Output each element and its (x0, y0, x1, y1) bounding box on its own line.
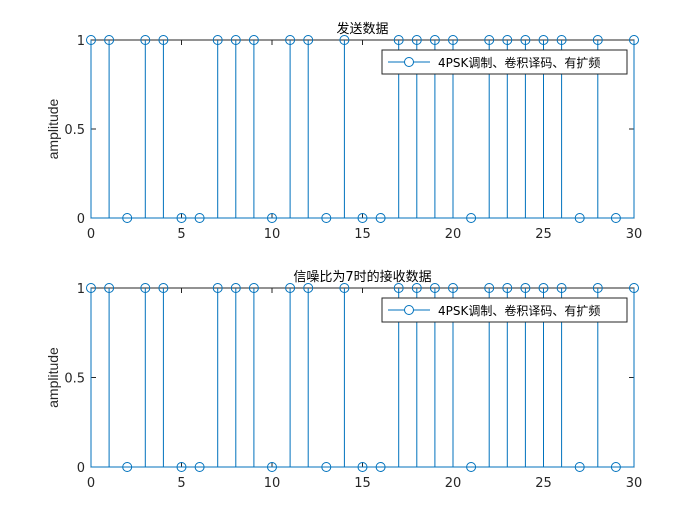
stem-marker (267, 213, 277, 223)
stem-marker (466, 213, 477, 223)
y-tick-label: 0 (77, 461, 85, 476)
stem-marker (303, 283, 314, 293)
stem-marker (248, 283, 259, 293)
x-tick-label: 25 (535, 227, 552, 242)
subplot-title: 发送数据 (336, 21, 388, 37)
stem-marker (538, 283, 549, 293)
stem-marker (556, 283, 567, 293)
y-tick-label: 0.5 (64, 372, 85, 387)
stem-marker (357, 462, 368, 472)
legend-label: 4PSK调制、卷积译码、有扩频 (438, 303, 600, 318)
x-tick-label: 20 (445, 227, 462, 242)
y-axis-label: amplitude (45, 347, 61, 408)
subplot-title: 信噪比为7时的接收数据 (293, 269, 431, 285)
stem-marker (520, 283, 531, 293)
stem-marker (176, 213, 187, 223)
x-tick-label: 0 (87, 227, 95, 242)
stem-marker (484, 35, 495, 45)
x-tick-label: 10 (264, 227, 281, 242)
stem-marker (230, 35, 241, 45)
subplot-1: 0 5 10 15 20 25 30 0 0.5 1 发送数据 amplitude 4PSK调制、卷积译… (45, 21, 642, 242)
x-tick-label: 5 (177, 227, 185, 242)
stem-marker (466, 462, 477, 472)
stem-marker (411, 283, 422, 293)
legend-label: 4PSK调制、卷积译码、有扩频 (438, 55, 600, 70)
stem-marker (212, 283, 223, 293)
stem-marker (212, 35, 223, 45)
y-tick-label: 1 (77, 34, 85, 49)
stem-marker (502, 283, 513, 293)
stem-marker (393, 35, 404, 45)
stem-marker (448, 35, 458, 45)
y-axis-label: amplitude (45, 98, 61, 159)
stem-marker (339, 35, 350, 45)
x-tick-label: 20 (445, 476, 462, 491)
stem-marker (610, 213, 621, 223)
x-tick-label: 0 (87, 476, 95, 491)
subplot-2: 0 5 10 15 20 25 30 0 0.5 1 信噪比为7时的接收数据 amplitude 4PS… (45, 269, 642, 491)
stem-marker (393, 283, 404, 293)
stem-marker (158, 35, 169, 45)
stem-marker (104, 35, 115, 45)
stem-marker (267, 462, 277, 472)
stem-marker (556, 35, 567, 45)
stem-marker (158, 283, 169, 293)
legend: 4PSK调制、卷积译码、有扩频 (381, 297, 628, 323)
stem-marker (140, 35, 151, 45)
x-tick-label: 25 (535, 476, 552, 491)
x-tick-label: 30 (626, 476, 643, 491)
stem-marker (140, 283, 151, 293)
stem-marker (86, 283, 96, 293)
x-tick-label: 5 (177, 476, 185, 491)
y-tick-label: 0.5 (64, 123, 85, 138)
stem-marker (629, 35, 639, 45)
stem-marker (592, 283, 603, 293)
x-tick-label: 15 (354, 476, 371, 491)
stem-marker (321, 213, 332, 223)
stem-marker (411, 35, 422, 45)
stem-marker (122, 462, 133, 472)
legend: 4PSK调制、卷积译码、有扩频 (381, 49, 628, 75)
stem-marker (520, 35, 531, 45)
stem-marker (194, 462, 205, 472)
stem-marker (86, 35, 96, 45)
x-tick-label: 15 (354, 227, 371, 242)
stem-marker (484, 283, 495, 293)
stem-marker (448, 283, 458, 293)
stem-marker (122, 213, 133, 223)
stem-marker (104, 283, 115, 293)
x-tick-label: 10 (264, 476, 281, 491)
stem-marker (592, 35, 603, 45)
stem-marker (176, 462, 187, 472)
stem-marker (357, 213, 368, 223)
stem-marker (339, 283, 350, 293)
stem-marker (303, 35, 314, 45)
stem-marker (502, 35, 513, 45)
stem-marker (375, 462, 386, 472)
stem-marker (574, 213, 585, 223)
legend-marker (404, 57, 414, 67)
stem-marker (285, 35, 296, 45)
stem-marker (248, 35, 259, 45)
stem-marker (610, 462, 621, 472)
stem-marker (194, 213, 205, 223)
stem-marker (375, 213, 386, 223)
stem-marker (538, 35, 549, 45)
y-tick-label: 1 (77, 282, 85, 297)
y-tick-label: 0 (77, 212, 85, 227)
stem-marker (429, 35, 440, 45)
stem-marker (574, 462, 585, 472)
legend-marker (404, 305, 414, 315)
stem-marker (285, 283, 296, 293)
x-tick-label: 30 (626, 227, 643, 242)
stem-marker (230, 283, 241, 293)
stem-marker (429, 283, 440, 293)
stem-marker (321, 462, 332, 472)
stem-marker (629, 283, 639, 293)
